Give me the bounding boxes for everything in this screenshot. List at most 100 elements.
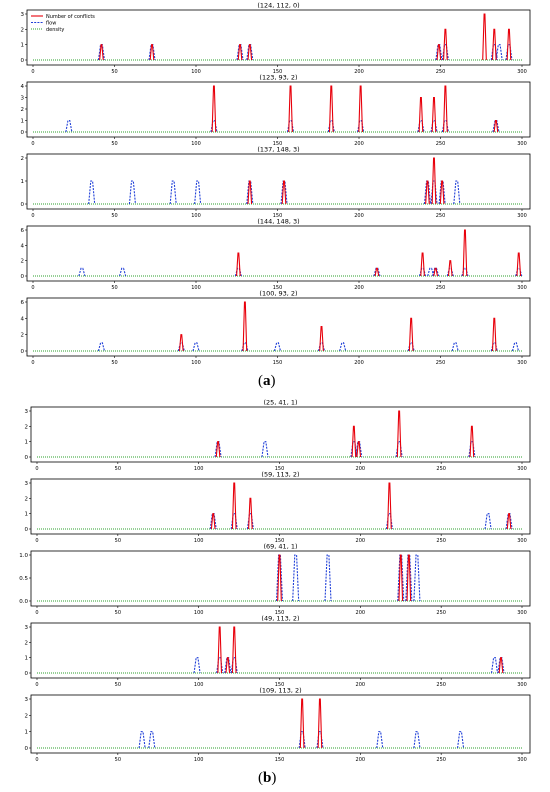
chart-title: (144, 148, 3) bbox=[257, 218, 299, 226]
x-tick-label: 300 bbox=[517, 538, 527, 544]
x-tick-label: 0 bbox=[31, 141, 34, 147]
y-tick-label: 2 bbox=[21, 259, 25, 265]
conflict-peak bbox=[374, 267, 380, 277]
flow-peak bbox=[495, 44, 503, 61]
flow-peak bbox=[432, 267, 440, 277]
y-tick-label: 1 bbox=[25, 730, 29, 736]
conflict-peak bbox=[299, 698, 305, 749]
conflict-peak bbox=[506, 513, 512, 530]
axes-frame bbox=[26, 297, 531, 357]
flow-peak bbox=[397, 554, 405, 602]
x-tick-label: 0 bbox=[35, 757, 38, 763]
y-tick-label: 3 bbox=[25, 409, 29, 415]
chart-title: (69, 41, 1) bbox=[263, 543, 297, 551]
x-tick-label: 100 bbox=[194, 538, 204, 544]
y-tick-label: 0 bbox=[21, 274, 25, 280]
conflict-peak bbox=[482, 13, 487, 61]
x-tick-label: 50 bbox=[115, 610, 121, 616]
conflict-peak bbox=[447, 260, 453, 277]
flow-peak bbox=[376, 731, 384, 749]
x-tick-label: 100 bbox=[191, 213, 201, 219]
y-tick-label: 4 bbox=[21, 84, 25, 90]
y-tick-label: 3 bbox=[25, 697, 29, 703]
chart-title: (25, 41, 1) bbox=[263, 399, 297, 407]
y-tick-label: 0 bbox=[21, 202, 25, 208]
conflict-peak bbox=[433, 267, 438, 277]
y-tick-label: 2 bbox=[21, 156, 25, 162]
conflict-peak bbox=[277, 554, 282, 602]
y-tick-label: 2 bbox=[25, 640, 29, 646]
x-tick-label: 300 bbox=[517, 610, 527, 616]
axes-frame bbox=[26, 153, 531, 210]
flow-peak bbox=[261, 441, 269, 458]
x-tick-label: 200 bbox=[356, 466, 366, 472]
x-tick-label: 250 bbox=[436, 466, 446, 472]
x-tick-label: 150 bbox=[275, 757, 285, 763]
y-tick-label: 1 bbox=[21, 119, 25, 125]
conflict-peak bbox=[231, 626, 237, 674]
y-tick-label: 1 bbox=[25, 656, 29, 662]
axes-frame bbox=[30, 694, 531, 754]
chart-panel: (109, 113, 2) 0 50 100 150 200 250 300 0 1 2 3 bbox=[25, 687, 531, 763]
x-tick-label: 150 bbox=[275, 466, 285, 472]
x-tick-label: 250 bbox=[436, 213, 446, 219]
conflict-peak bbox=[491, 317, 497, 352]
flow-peak bbox=[453, 180, 461, 205]
x-tick-label: 50 bbox=[111, 360, 117, 366]
conflict-peak bbox=[317, 698, 323, 749]
x-tick-label: 0 bbox=[31, 285, 34, 291]
x-tick-label: 150 bbox=[275, 682, 285, 688]
y-tick-label: 0.5 bbox=[19, 576, 28, 582]
y-tick-label: 0 bbox=[25, 527, 29, 533]
x-tick-label: 150 bbox=[275, 538, 285, 544]
conflict-peak bbox=[506, 28, 512, 61]
x-tick-label: 0 bbox=[31, 213, 34, 219]
axes-frame bbox=[30, 406, 531, 463]
y-tick-label: 3 bbox=[25, 481, 29, 487]
y-tick-label: 1 bbox=[21, 43, 25, 49]
flow-peak bbox=[427, 267, 435, 277]
conflict-peak bbox=[469, 425, 475, 458]
flow-peak bbox=[405, 554, 413, 602]
x-tick-label: 100 bbox=[194, 757, 204, 763]
chart-panel: (59, 113, 2) 0 50 100 150 200 250 300 0 1 2 3 bbox=[25, 471, 531, 544]
chart-panel: (137, 148, 3) 0 50 100 150 200 250 300 0 1 2 bbox=[21, 146, 531, 219]
y-tick-label: 0 bbox=[25, 455, 29, 461]
conflict-peak bbox=[149, 44, 155, 61]
conflict-peak bbox=[431, 157, 437, 205]
x-tick-label: 0 bbox=[31, 360, 34, 366]
chart-panel: (124, 112, 0) 0 50 100 150 200 250 300 0 1 2 3 Numbe… bbox=[21, 2, 531, 75]
chart-title: (59, 113, 2) bbox=[261, 471, 299, 479]
conflict-peak bbox=[425, 180, 430, 205]
conflict-peak bbox=[99, 44, 104, 61]
conflict-peak bbox=[178, 334, 184, 352]
chart-title: (49, 113, 2) bbox=[261, 615, 299, 623]
x-tick-label: 300 bbox=[517, 682, 527, 688]
x-tick-label: 250 bbox=[436, 141, 446, 147]
flow-peak bbox=[413, 731, 421, 749]
legend-label: Number of conflicts bbox=[46, 14, 95, 20]
flow-peak bbox=[148, 731, 156, 749]
x-tick-label: 0 bbox=[35, 538, 38, 544]
x-tick-label: 0 bbox=[35, 466, 38, 472]
panel-b-label: (b) bbox=[258, 770, 277, 786]
flow-peak bbox=[88, 180, 96, 205]
x-tick-label: 250 bbox=[436, 69, 446, 75]
flow-peak bbox=[78, 267, 86, 277]
x-tick-label: 100 bbox=[194, 610, 204, 616]
legend-label: flow bbox=[46, 20, 56, 26]
x-tick-label: 50 bbox=[115, 682, 121, 688]
chart-panel: (49, 113, 2) 0 50 100 150 200 250 300 0 1 2 3 bbox=[25, 615, 531, 688]
conflict-peak bbox=[439, 180, 445, 205]
conflict-peak bbox=[225, 657, 231, 674]
x-tick-label: 50 bbox=[111, 285, 117, 291]
chart-title: (109, 113, 2) bbox=[259, 687, 301, 695]
x-tick-label: 300 bbox=[517, 466, 527, 472]
y-tick-label: 0 bbox=[25, 671, 29, 677]
y-tick-label: 1 bbox=[25, 440, 29, 446]
y-tick-label: 2 bbox=[21, 27, 25, 33]
x-tick-label: 100 bbox=[194, 682, 204, 688]
x-tick-label: 100 bbox=[191, 141, 201, 147]
x-tick-label: 150 bbox=[273, 69, 283, 75]
x-tick-label: 200 bbox=[354, 285, 364, 291]
